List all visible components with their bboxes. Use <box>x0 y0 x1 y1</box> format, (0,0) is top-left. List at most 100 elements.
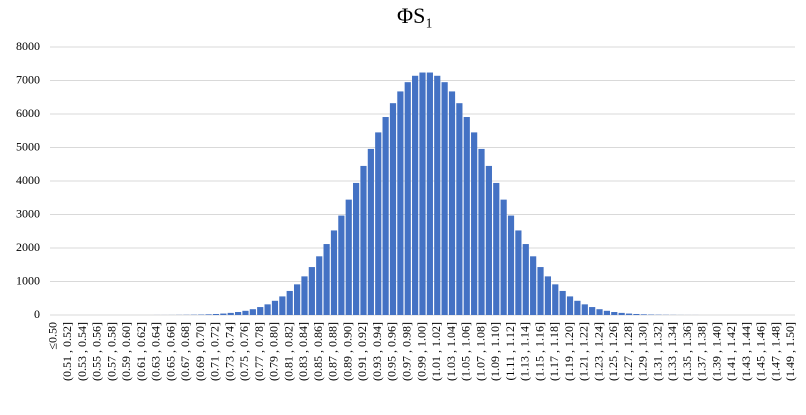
bar <box>522 244 529 315</box>
x-tick-label: (0.59 , 0.60] <box>119 322 133 381</box>
bar <box>559 290 566 315</box>
x-tick-label: (0.75 , 0.76] <box>237 322 251 381</box>
x-tick-label: (0.73 , 0.74] <box>222 322 236 381</box>
x-tick-label: (1.23 , 1.24] <box>591 322 605 381</box>
bar <box>242 310 249 315</box>
bar <box>441 82 448 315</box>
x-tick-label: (1.49 , 1.50] <box>783 322 797 381</box>
x-tick-label: (0.67 , 0.68] <box>178 322 192 381</box>
bar <box>603 310 611 315</box>
bar <box>382 117 389 315</box>
y-tick-label: 4000 <box>16 173 40 187</box>
bar <box>463 117 470 315</box>
x-tick-label: (0.83 , 0.84] <box>296 322 310 381</box>
x-tick-label: (1.35 , 1.36] <box>680 322 694 381</box>
x-tick-label: (0.89 , 0.90] <box>340 322 354 381</box>
x-tick-label: (1.19 , 1.20] <box>562 322 576 381</box>
bar <box>308 267 315 315</box>
x-tick-label: (1.31 , 1.32] <box>650 322 664 381</box>
y-tick-label: 3000 <box>16 206 40 220</box>
y-tick-label: 8000 <box>16 39 40 53</box>
y-tick-label: 2000 <box>16 240 40 254</box>
x-tick-label: (0.65 , 0.66] <box>163 322 177 381</box>
bar <box>412 75 419 316</box>
x-tick-label: (1.27 , 1.28] <box>621 322 635 381</box>
bar <box>515 230 522 315</box>
x-tick-label: (1.05 , 1.06] <box>459 322 473 381</box>
bar <box>485 165 492 315</box>
bar <box>375 132 382 315</box>
x-tick-label: (0.87 , 0.88] <box>326 322 340 381</box>
bar <box>426 72 433 315</box>
x-tick-label: (1.29 , 1.30] <box>636 322 650 381</box>
x-tick-label: (1.11 , 1.12] <box>503 322 517 381</box>
x-tick-label: (0.71 , 0.72] <box>208 322 222 381</box>
x-tick-label: (0.61 , 0.62] <box>134 322 148 381</box>
x-tick-label: (1.09 , 1.10] <box>488 322 502 381</box>
bar <box>640 314 647 315</box>
y-tick-label: 0 <box>34 307 40 321</box>
x-tick-label: (1.03 , 1.04] <box>444 322 458 381</box>
x-tick-label: (0.97 , 0.98] <box>399 322 413 381</box>
x-tick-label: (0.95 , 0.96] <box>385 322 399 381</box>
x-tick-label: (0.77 , 0.78] <box>252 322 266 381</box>
bar <box>574 300 581 315</box>
bar <box>456 103 463 315</box>
x-tick-label: (1.21 , 1.22] <box>577 322 591 381</box>
x-tick-label: (0.53 , 0.54] <box>75 322 89 381</box>
bar <box>419 72 426 315</box>
bar <box>389 103 397 315</box>
x-tick-label: (1.37 , 1.38] <box>695 322 709 381</box>
bar <box>345 199 352 315</box>
bar <box>271 300 279 315</box>
bar <box>360 165 367 315</box>
x-tick-label: (1.07 , 1.08] <box>473 322 487 381</box>
bar <box>220 313 227 315</box>
x-tick-label: (0.57 , 0.58] <box>104 322 118 381</box>
y-tick-label: 7000 <box>16 72 40 86</box>
x-tick-label: (0.51 , 0.52] <box>60 322 74 381</box>
bar <box>500 199 507 315</box>
bar <box>596 309 603 315</box>
x-tick-label: (1.13 , 1.14] <box>518 322 532 381</box>
x-tick-label: (1.15 , 1.16] <box>532 322 546 381</box>
bar <box>530 256 537 315</box>
y-tick-label: 1000 <box>16 273 40 287</box>
bar <box>264 304 271 315</box>
bar <box>493 182 500 315</box>
bar <box>478 148 485 315</box>
bar <box>611 312 618 315</box>
bar <box>397 91 404 316</box>
x-tick-label: (1.25 , 1.26] <box>606 322 620 381</box>
x-tick-label: (1.47 , 1.48] <box>768 322 782 381</box>
bar <box>471 132 478 315</box>
bar <box>633 313 640 315</box>
bar <box>338 215 345 315</box>
bar <box>581 304 588 315</box>
bar <box>434 75 441 316</box>
bar <box>544 276 551 315</box>
bar <box>448 91 456 316</box>
x-tick-label: (0.63 , 0.64] <box>149 322 163 381</box>
bar <box>301 276 308 315</box>
bar <box>294 284 301 315</box>
x-tick-label: (1.33 , 1.34] <box>665 322 679 381</box>
x-tick-label: (1.39 , 1.40] <box>709 322 723 381</box>
bar <box>367 148 374 315</box>
bar <box>257 307 264 315</box>
bar <box>286 290 293 315</box>
bar <box>353 182 360 315</box>
chart-title: ΦS₁ <box>397 3 433 28</box>
x-tick-label: (0.81 , 0.82] <box>281 322 295 381</box>
x-tick-label: (0.99 , 1.00] <box>414 322 428 381</box>
bar <box>227 312 234 315</box>
bar <box>212 313 220 315</box>
bar <box>279 296 286 315</box>
x-tick-label: (1.45 , 1.46] <box>754 322 768 381</box>
bar <box>323 244 330 315</box>
bar <box>589 307 596 315</box>
x-tick-label: (1.17 , 1.18] <box>547 322 561 381</box>
bar <box>234 312 242 315</box>
x-tick-label: ≤0.50 <box>45 322 59 350</box>
